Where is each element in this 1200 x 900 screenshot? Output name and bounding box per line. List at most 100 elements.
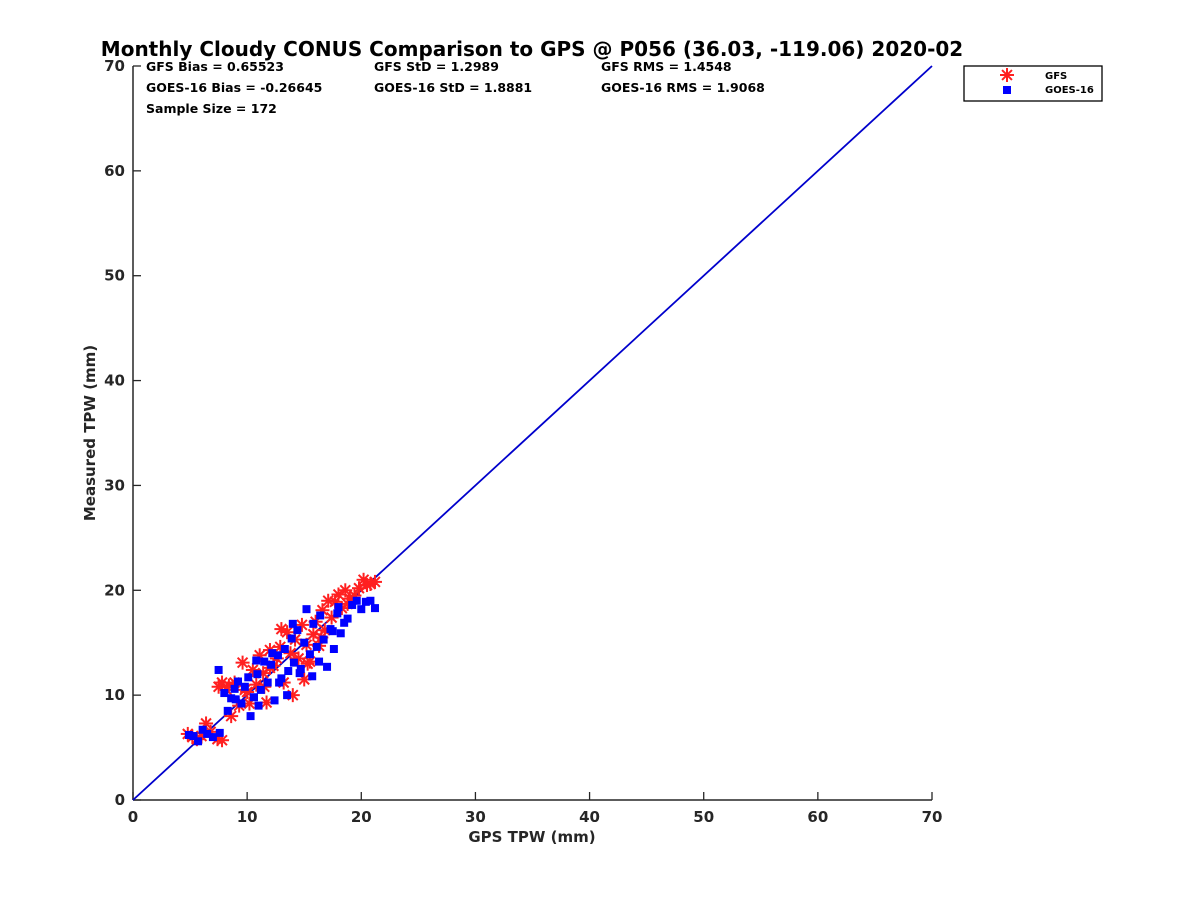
y-tick-label: 10 xyxy=(104,686,125,704)
x-tick-label: 30 xyxy=(465,808,486,826)
goes16-point xyxy=(315,657,324,666)
goes16-point xyxy=(333,609,342,618)
goes16-point xyxy=(231,695,240,704)
goes16-point xyxy=(263,678,272,687)
goes16-point xyxy=(252,656,261,665)
goes16-point xyxy=(316,611,325,620)
gfs-point xyxy=(338,583,353,598)
goes16-point xyxy=(361,597,370,606)
goes16-point xyxy=(309,619,318,628)
goes16-point xyxy=(246,712,255,721)
gfs-std-text: GFS StD = 1.2989 xyxy=(374,59,499,74)
gfs-point xyxy=(274,622,289,637)
goes16-point xyxy=(334,603,343,612)
legend-gfs-label: GFS xyxy=(1045,71,1067,82)
goes16-point xyxy=(329,645,338,654)
goes16-point xyxy=(220,689,229,698)
goes16-point xyxy=(214,665,223,674)
legend-gfs-marker xyxy=(1000,68,1014,82)
goes16-bias-text: GOES-16 Bias = -0.26645 xyxy=(146,80,322,95)
y-tick-label: 60 xyxy=(104,162,125,180)
goes16-point xyxy=(340,618,349,627)
goes16-point xyxy=(244,673,253,682)
x-tick-label: 10 xyxy=(237,808,258,826)
goes16-point xyxy=(300,638,309,647)
goes16-point xyxy=(254,701,263,710)
y-tick-label: 40 xyxy=(104,372,125,390)
goes16-point xyxy=(184,730,193,739)
goes16-point xyxy=(284,667,293,676)
goes16-point xyxy=(256,685,265,694)
goes16-point xyxy=(253,670,262,679)
chart-title: Monthly Cloudy CONUS Comparison to GPS @… xyxy=(101,37,963,61)
goes16-point xyxy=(189,732,198,741)
goes16-point xyxy=(312,642,321,651)
gfs-point xyxy=(235,655,250,670)
goes16-point xyxy=(323,662,332,671)
goes16-rms-text: GOES-16 RMS = 1.9068 xyxy=(601,80,765,95)
x-tick-label: 50 xyxy=(693,808,714,826)
gfs-point xyxy=(294,617,309,632)
goes16-point xyxy=(194,737,203,746)
goes16-point xyxy=(293,626,302,635)
goes16-point xyxy=(230,684,239,693)
goes16-point xyxy=(270,696,279,705)
x-tick-label: 70 xyxy=(922,808,943,826)
gfs-rms-text: GFS RMS = 1.4548 xyxy=(601,59,732,74)
goes16-point xyxy=(289,658,298,667)
goes16-point xyxy=(249,693,258,702)
legend-goes16-label: GOES-16 xyxy=(1045,85,1094,96)
goes16-point xyxy=(280,645,289,654)
goes16-point xyxy=(302,605,311,614)
y-tick-label: 70 xyxy=(104,57,125,75)
goes16-point xyxy=(273,651,282,660)
x-axis-ticks: 0 10 20 30 40 50 60 70 xyxy=(128,792,943,826)
goes16-point xyxy=(357,605,366,614)
goes16-point xyxy=(277,674,286,683)
goes16-point xyxy=(268,649,277,658)
legend-box xyxy=(963,65,1103,102)
goes16-point xyxy=(296,664,305,673)
x-axis-label: GPS TPW (mm) xyxy=(468,828,595,846)
x-tick-label: 0 xyxy=(128,808,138,826)
goes16-point xyxy=(352,596,361,605)
goes16-point xyxy=(283,691,292,700)
goes16-point xyxy=(198,725,207,734)
goes16-point xyxy=(336,629,345,638)
gfs-point xyxy=(363,576,378,591)
legend-asterisk-icon xyxy=(1000,68,1014,82)
y-tick-label: 50 xyxy=(104,267,125,285)
x-tick-label: 40 xyxy=(579,808,600,826)
goes16-point xyxy=(366,596,375,605)
goes16-point xyxy=(223,706,232,715)
series-goes16-markers xyxy=(184,596,379,746)
goes16-point xyxy=(305,650,314,659)
goes16-point xyxy=(348,600,357,609)
stats-block: GFS Bias = 0.65523 GFS StD = 1.2989 GFS … xyxy=(146,59,765,116)
legend: GFS GOES-16 xyxy=(963,65,1103,102)
x-tick-label: 20 xyxy=(351,808,372,826)
goes16-point xyxy=(208,733,217,742)
plot-area: 0 10 20 30 40 50 60 70 0 10 20 30 40 50 60 70 xyxy=(104,57,942,826)
goes16-point xyxy=(295,669,304,678)
goes16-std-text: GOES-16 StD = 1.8881 xyxy=(374,80,532,95)
goes16-point xyxy=(308,672,317,681)
y-tick-label: 20 xyxy=(104,581,125,599)
goes16-point xyxy=(215,728,224,737)
goes16-point xyxy=(234,677,243,686)
goes16-point xyxy=(203,729,212,738)
gfs-bias-text: GFS Bias = 0.65523 xyxy=(146,59,284,74)
one-to-one-reference-line xyxy=(132,65,933,801)
goes16-point xyxy=(287,634,296,643)
goes16-point xyxy=(267,660,276,669)
goes16-point xyxy=(319,635,328,644)
y-axis-ticks: 0 10 20 30 40 50 60 70 xyxy=(104,57,141,809)
goes16-point xyxy=(328,627,337,636)
goes16-point xyxy=(237,699,246,708)
goes16-point xyxy=(370,604,379,613)
series-gfs-markers xyxy=(180,572,382,748)
gfs-point xyxy=(367,574,382,589)
y-tick-label: 30 xyxy=(104,476,125,494)
y-tick-label: 0 xyxy=(115,791,125,809)
x-tick-label: 60 xyxy=(807,808,828,826)
